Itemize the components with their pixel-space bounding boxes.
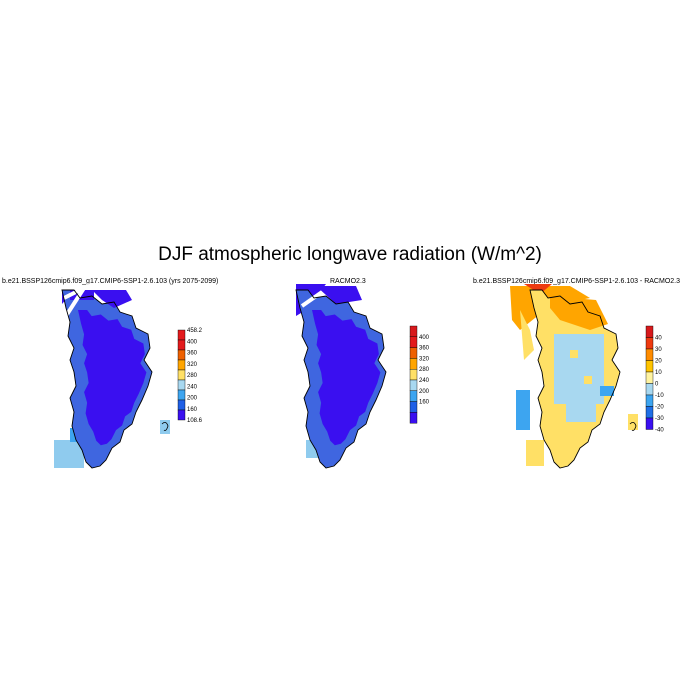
colorbar-1-tick-label: 320 <box>187 362 198 368</box>
colorbar-3-tick-label: -30 <box>655 416 664 422</box>
colorbar-2-tick-label: 240 <box>419 378 430 384</box>
colorbar-1-segment <box>177 359 186 371</box>
panel-1-map <box>54 282 170 469</box>
colorbar-2-tick-label: 400 <box>419 335 430 341</box>
panel-3-map <box>510 284 638 469</box>
colorbar-3-segment <box>645 337 654 350</box>
colorbar-2-tick-label: 320 <box>419 356 430 362</box>
colorbar-3-segment <box>645 406 654 419</box>
colorbar-1-tick-label: 458.2 <box>187 328 203 334</box>
colorbar-1-tick-label: 160 <box>187 407 198 413</box>
colorbar-2-segment <box>409 347 418 359</box>
panel-2-map <box>295 284 387 469</box>
figure-title: DJF atmospheric longwave radiation (W/m^… <box>158 244 542 265</box>
panel-3-colorbar: 40 30 20 10 0 -10 -20 -30 -40 <box>645 325 664 434</box>
colorbar-2-segment <box>409 390 418 402</box>
colorbar-2-segment <box>409 358 418 370</box>
colorbar-3-segment <box>645 371 654 384</box>
colorbar-2-segment <box>409 379 418 392</box>
colorbar-1-segment <box>177 349 186 361</box>
panel-1-title: b.e21.BSSP126cmip6.f09_g17.CMIP6-SSP1-2.… <box>2 278 219 285</box>
colorbar-3-tick-label: -20 <box>655 405 664 411</box>
panel-3-title: b.e21.BSSP126cmip6.f09_g17.CMIP6-SSP1-2.… <box>473 278 680 285</box>
colorbar-1-tick-label: 400 <box>187 339 198 345</box>
colorbar-2-segment <box>409 325 418 338</box>
colorbar-3-segment <box>645 417 654 430</box>
colorbar-3-tick-label: -40 <box>655 428 664 434</box>
colorbar-2-tick-label: 200 <box>419 389 430 395</box>
colorbar-3-tick-label: 0 <box>655 382 659 388</box>
colorbar-2-segment <box>409 336 418 348</box>
colorbar-1-segment <box>177 399 186 411</box>
colorbar-3-segment <box>645 383 654 396</box>
colorbar-1-tick-label: 240 <box>187 384 198 390</box>
colorbar-2-segment <box>409 401 418 413</box>
colorbar-2-segment <box>409 369 418 381</box>
colorbar-1-tick-label: 200 <box>187 396 198 402</box>
colorbar-1-segment <box>177 369 186 381</box>
colorbar-2-tick-label: 160 <box>419 400 430 406</box>
colorbar-3-tick-label: 20 <box>655 359 662 365</box>
colorbar-3-tick-label: 30 <box>655 347 662 353</box>
colorbar-1-tick-label: 360 <box>187 351 198 357</box>
colorbar-1-segment <box>177 329 186 341</box>
colorbar-1-segment <box>177 409 186 421</box>
colorbar-1-tick-label: 108.6 <box>187 418 203 424</box>
colorbar-2-tick-label: 360 <box>419 346 430 352</box>
colorbar-1-segment <box>177 379 186 391</box>
colorbar-1-tick-label: 280 <box>187 373 198 379</box>
colorbar-3-tick-label: 40 <box>655 336 662 342</box>
colorbar-3-segment <box>645 394 654 407</box>
colorbar-3-segment <box>645 360 654 373</box>
colorbar-3-segment <box>645 348 654 361</box>
colorbar-3-tick-label: -10 <box>655 393 664 399</box>
colorbar-2-tick-label: 280 <box>419 367 430 373</box>
colorbar-3-tick-label: 10 <box>655 370 662 376</box>
colorbar-2-segment <box>409 412 418 424</box>
panel-2-colorbar: 400 360 320 280 240 200 160 <box>409 325 430 424</box>
panel-1-colorbar: 458.2 400 360 320 280 240 200 160 108.6 <box>177 328 203 424</box>
colorbar-1-segment <box>177 389 186 401</box>
colorbar-3-segment <box>645 325 654 338</box>
panel-2-title: RACMO2.3 <box>330 278 366 285</box>
colorbar-1-segment <box>177 339 186 351</box>
